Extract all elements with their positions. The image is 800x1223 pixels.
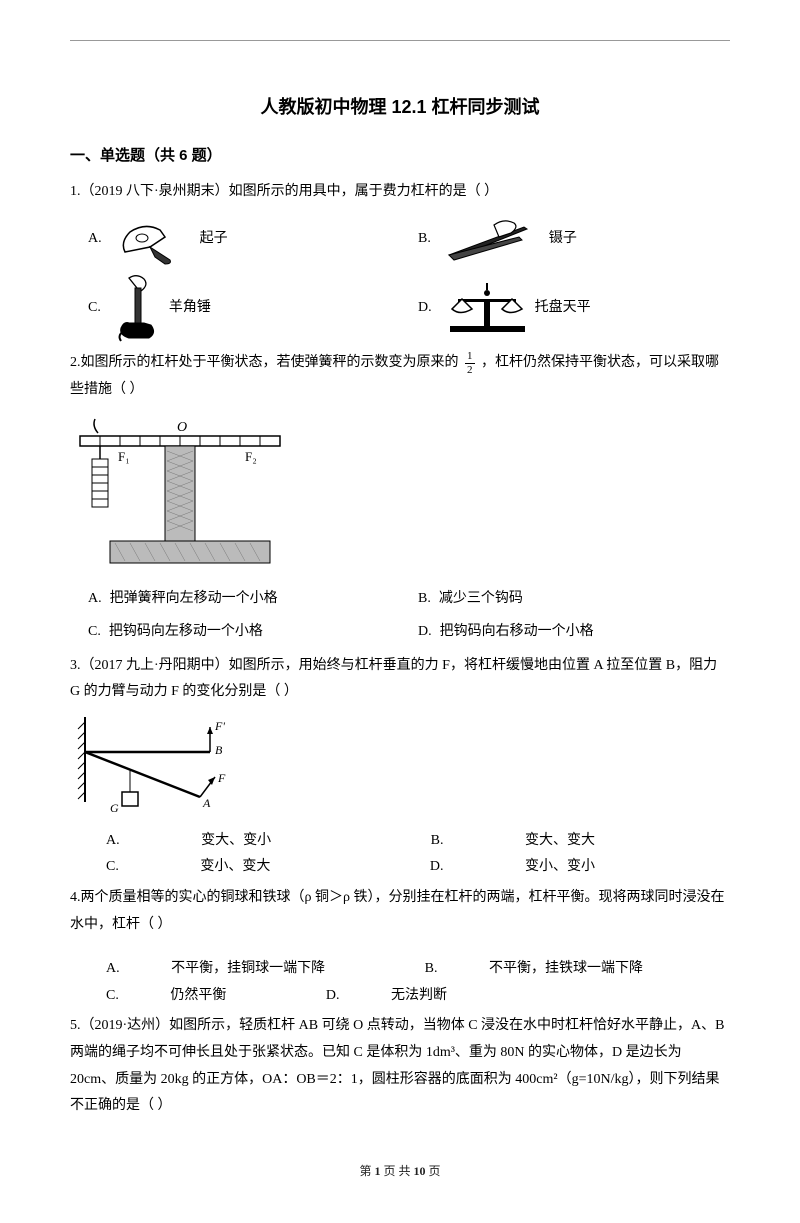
option-text: 不平衡，挂铜球一端下降 <box>171 961 325 976</box>
q2-stem-prefix: 2.如图所示的杠杆处于平衡状态，若使弹簧秤的示数变为原来的 <box>70 355 462 370</box>
q1-option-d: D. 托盘天平 <box>400 270 730 346</box>
option-letter: C. <box>88 295 101 322</box>
q3-option-c: C. 变小、变大 <box>88 859 330 874</box>
svg-text:F₂: F₂ <box>245 449 257 464</box>
fraction-numerator: 1 <box>465 350 475 363</box>
option-text: 把钩码向左移动一个小格 <box>109 619 263 646</box>
q3-stem: 3.（2017 九上·丹阳期中）如图所示，用始终与杠杆垂直的力 F，将杠杆缓慢地… <box>70 653 730 706</box>
q4-options: A. 不平衡，挂铜球一端下降 B. 不平衡，挂铁球一端下降 C. 仍然平衡 D.… <box>70 956 730 1009</box>
option-text: 不平衡，挂铁球一端下降 <box>489 961 643 976</box>
section-heading: 一、单选题（共 6 题） <box>70 142 730 171</box>
option-letter: C. <box>88 619 101 646</box>
bottle-opener-icon <box>110 212 200 267</box>
q2-option-a: A. 把弹簧秤向左移动一个小格 <box>70 583 400 616</box>
option-letter: A. <box>88 226 102 253</box>
q2-stem: 2.如图所示的杠杆处于平衡状态，若使弹簧秤的示数变为原来的 1 2 ，杠杆仍然保… <box>70 350 730 403</box>
page-footer: 第 1 页 共 10 页 <box>70 1160 730 1183</box>
tweezers-icon <box>439 215 549 265</box>
option-letter: A. <box>106 961 120 976</box>
q1-options: A. 起子 B. 镊子 C. <box>70 209 730 346</box>
svg-text:B: B <box>215 743 223 757</box>
q3-options: A. 变大、变小 B. 变大、变大 C. 变小、变大 D. 变小、变小 <box>70 828 730 881</box>
svg-text:A: A <box>202 796 211 810</box>
question-3: 3.（2017 九上·丹阳期中）如图所示，用始终与杠杆垂直的力 F，将杠杆缓慢地… <box>70 653 730 881</box>
footer-prefix: 第 <box>359 1164 374 1178</box>
footer-suffix: 页 <box>426 1164 441 1178</box>
question-1: 1.（2019 八下·泉州期末）如图所示的用具中，属于费力杠杆的是（ ） A. … <box>70 179 730 347</box>
option-letter: A. <box>106 833 120 848</box>
q2-option-b: B. 减少三个钩码 <box>400 583 730 616</box>
q2-options: A. 把弹簧秤向左移动一个小格 B. 减少三个钩码 C. 把钩码向左移动一个小格 D.… <box>70 583 730 648</box>
option-letter: C. <box>106 859 119 874</box>
option-text: 仍然平衡 <box>170 988 226 1003</box>
option-text: 变小、变大 <box>200 859 270 874</box>
option-text: 无法判断 <box>391 988 447 1003</box>
q4-option-b: B. 不平衡，挂铁球一端下降 <box>407 961 673 976</box>
option-text: 把弹簧秤向左移动一个小格 <box>110 586 278 613</box>
svg-text:F': F' <box>214 719 225 733</box>
q1-option-c: C. 羊角锤 <box>70 270 400 346</box>
q4-option-d: D. 无法判断 <box>308 988 477 1003</box>
option-label: 镊子 <box>549 226 577 253</box>
claw-hammer-icon <box>109 273 169 343</box>
option-letter: D. <box>430 859 444 874</box>
q2-option-c: C. 把钩码向左移动一个小格 <box>70 616 400 649</box>
svg-text:O: O <box>177 420 187 435</box>
q2-option-d: D. 把钩码向右移动一个小格 <box>400 616 730 649</box>
option-letter: B. <box>431 833 444 848</box>
option-label: 起子 <box>200 226 228 253</box>
lever-balance-figure: F₁ O F₂ <box>70 411 300 571</box>
option-letter: B. <box>418 586 431 613</box>
fraction-denominator: 2 <box>465 364 475 376</box>
q3-option-b: B. 变大、变大 <box>413 833 655 848</box>
page-title: 人教版初中物理 12.1 杠杆同步测试 <box>70 90 730 124</box>
option-text: 减少三个钩码 <box>439 586 523 613</box>
option-text: 变大、变大 <box>525 833 595 848</box>
q5-stem: 5.（2019·达州）如图所示，轻质杠杆 AB 可绕 O 点转动，当物体 C 浸… <box>70 1013 730 1119</box>
option-letter: D. <box>418 619 432 646</box>
header-rule <box>70 40 730 41</box>
q4-option-c: C. 仍然平衡 <box>88 988 256 1003</box>
option-text: 变小、变小 <box>525 859 595 874</box>
svg-text:F₁: F₁ <box>118 449 130 464</box>
option-text: 把钩码向右移动一个小格 <box>440 619 594 646</box>
footer-mid: 页 共 <box>380 1164 413 1178</box>
q1-stem: 1.（2019 八下·泉州期末）如图所示的用具中，属于费力杠杆的是（ ） <box>70 179 730 206</box>
option-letter: D. <box>326 988 340 1003</box>
q3-option-a: A. 变大、变小 <box>88 833 331 848</box>
lever-rotate-figure: F' B F A G <box>70 712 250 822</box>
q1-option-b: B. 镊子 <box>400 209 730 270</box>
option-letter: C. <box>106 988 119 1003</box>
question-4: 4.两个质量相等的实心的铜球和铁球（ρ 铜＞ρ 铁），分别挂在杠杆的两端，杠杆平… <box>70 885 730 1009</box>
option-letter: D. <box>418 295 432 322</box>
option-letter: A. <box>88 586 102 613</box>
fraction-icon: 1 2 <box>465 350 475 375</box>
option-letter: B. <box>418 226 431 253</box>
option-text: 变大、变小 <box>201 833 271 848</box>
svg-text:F: F <box>217 771 226 785</box>
option-letter: B. <box>425 961 438 976</box>
q4-option-a: A. 不平衡，挂铜球一端下降 <box>88 961 355 976</box>
option-label: 托盘天平 <box>535 295 591 322</box>
q4-stem: 4.两个质量相等的实心的铜球和铁球（ρ 铜＞ρ 铁），分别挂在杠杆的两端，杠杆平… <box>70 885 730 938</box>
svg-text:G: G <box>110 801 119 815</box>
question-5: 5.（2019·达州）如图所示，轻质杠杆 AB 可绕 O 点转动，当物体 C 浸… <box>70 1013 730 1119</box>
balance-scale-icon <box>440 281 535 336</box>
question-2: 2.如图所示的杠杆处于平衡状态，若使弹簧秤的示数变为原来的 1 2 ，杠杆仍然保… <box>70 350 730 648</box>
q1-option-a: A. 起子 <box>70 209 400 270</box>
page-total: 10 <box>414 1164 426 1178</box>
option-label: 羊角锤 <box>169 295 211 322</box>
q3-option-d: D. 变小、变小 <box>412 859 655 874</box>
